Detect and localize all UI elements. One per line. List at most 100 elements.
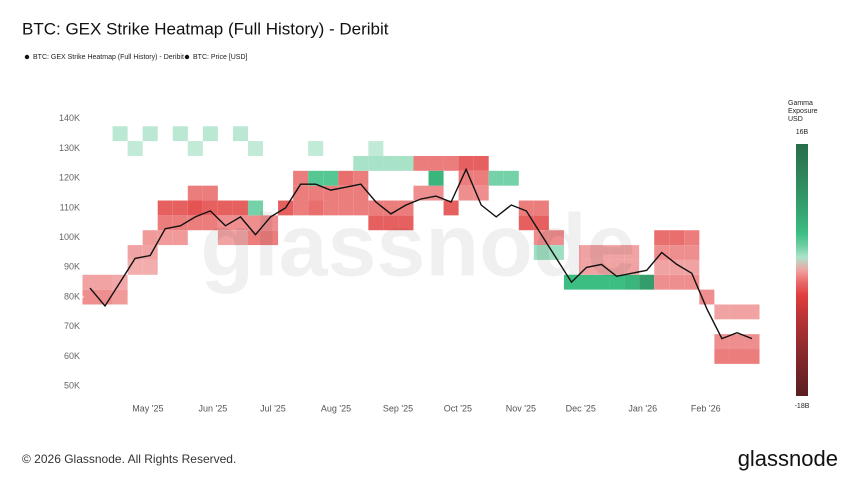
heat-cell <box>247 215 264 231</box>
x-tick-label: Jul '25 <box>260 403 286 413</box>
colorbar-label: Exposure <box>788 108 818 115</box>
heat-cell <box>112 289 128 305</box>
heat-cell <box>654 259 670 275</box>
heat-cell <box>172 126 188 142</box>
heat-cell <box>533 245 549 260</box>
heat-cell <box>413 185 429 201</box>
heat-cell <box>323 170 339 186</box>
heat-cell <box>383 155 399 171</box>
x-tick-label: Jun '25 <box>199 403 228 413</box>
heat-cell <box>609 245 625 260</box>
x-tick-label: May '25 <box>132 403 163 413</box>
heat-cell <box>293 170 309 186</box>
heat-cell <box>187 141 203 156</box>
heat-cell <box>127 245 143 260</box>
heat-cell <box>669 274 685 290</box>
heat-cell <box>217 215 233 231</box>
heat-cell <box>548 245 564 260</box>
heat-cell <box>157 200 173 216</box>
heat-cell <box>744 304 760 320</box>
heat-cell <box>729 334 745 350</box>
heat-cell <box>338 185 354 201</box>
heat-cell <box>533 215 549 231</box>
heat-cell <box>714 304 730 320</box>
x-tick-label: Nov '25 <box>506 403 536 413</box>
y-tick-label: 100K <box>59 232 80 242</box>
heat-cell <box>654 230 670 246</box>
heat-cell <box>684 245 700 260</box>
heat-cell <box>624 245 640 260</box>
heat-cell <box>609 274 625 290</box>
heat-cell <box>217 230 233 246</box>
heat-cell <box>127 141 143 156</box>
x-tick-label: Feb '26 <box>691 403 721 413</box>
heat-cell <box>308 185 324 201</box>
heat-cell <box>518 200 534 216</box>
heat-cell <box>308 170 324 186</box>
heat-cell <box>368 155 384 171</box>
heat-cell <box>353 170 369 186</box>
heat-cell <box>187 185 203 201</box>
heat-cell <box>232 230 248 246</box>
heat-cell <box>368 215 384 231</box>
price-line <box>89 167 753 340</box>
copyright: © 2026 Glassnode. All Rights Reserved. <box>22 452 236 466</box>
heat-cell <box>443 200 459 216</box>
heat-cell <box>473 170 489 186</box>
heat-cell <box>428 170 444 186</box>
heat-cell <box>654 274 670 290</box>
heat-cell <box>353 155 369 171</box>
overlay <box>89 167 753 340</box>
x-tick-label: Aug '25 <box>321 403 351 413</box>
heat-cell <box>398 155 414 171</box>
heat-cell <box>684 274 700 290</box>
heat-cell <box>413 155 429 171</box>
heat-cell <box>202 185 218 201</box>
y-tick-label: 90K <box>64 262 80 272</box>
legend-label: BTC: Price [USD] <box>193 54 248 61</box>
x-tick-label: Oct '25 <box>444 403 472 413</box>
heat-cell <box>473 155 489 171</box>
heat-cell <box>112 126 128 142</box>
heat-cell <box>669 245 685 260</box>
heat-cell <box>594 245 610 260</box>
heat-cell <box>97 274 113 290</box>
heat-cell <box>308 200 324 216</box>
heat-cell <box>578 245 595 260</box>
heat-cell <box>458 155 474 171</box>
heat-cell <box>383 215 399 231</box>
heat-cell <box>172 230 188 246</box>
heat-cell <box>368 141 384 156</box>
colorbar <box>796 144 808 396</box>
heat-cell <box>142 230 158 246</box>
heat-cell <box>232 200 248 216</box>
colorbar-tick-label: 16B <box>796 129 809 136</box>
y-tick-label: 70K <box>64 321 80 331</box>
heat-cell <box>639 274 655 290</box>
heat-cell <box>669 259 685 275</box>
heat-cell <box>157 215 173 231</box>
heat-cell <box>172 200 188 216</box>
heat-cell <box>428 155 444 171</box>
heat-cell <box>202 126 218 142</box>
y-tick-label: 120K <box>59 173 80 183</box>
heat-cell <box>398 215 414 231</box>
heat-cell <box>338 200 354 216</box>
heat-cell <box>232 126 248 142</box>
heat-cell <box>217 200 233 216</box>
heat-cell <box>338 170 354 186</box>
heat-cell <box>684 230 700 246</box>
x-tick-label: Jan '26 <box>628 403 657 413</box>
x-tick-label: Sep '25 <box>383 403 413 413</box>
heat-cell <box>578 274 595 290</box>
heat-cell <box>594 274 610 290</box>
heat-cell <box>263 230 279 246</box>
heat-cell <box>714 349 730 364</box>
y-tick-label: 110K <box>60 202 80 212</box>
heat-cell <box>669 230 685 246</box>
heat-cell <box>293 200 309 216</box>
heat-cell <box>729 304 745 320</box>
y-tick-label: 60K <box>64 351 80 361</box>
heat-cell <box>443 155 459 171</box>
heat-cell <box>503 170 519 186</box>
